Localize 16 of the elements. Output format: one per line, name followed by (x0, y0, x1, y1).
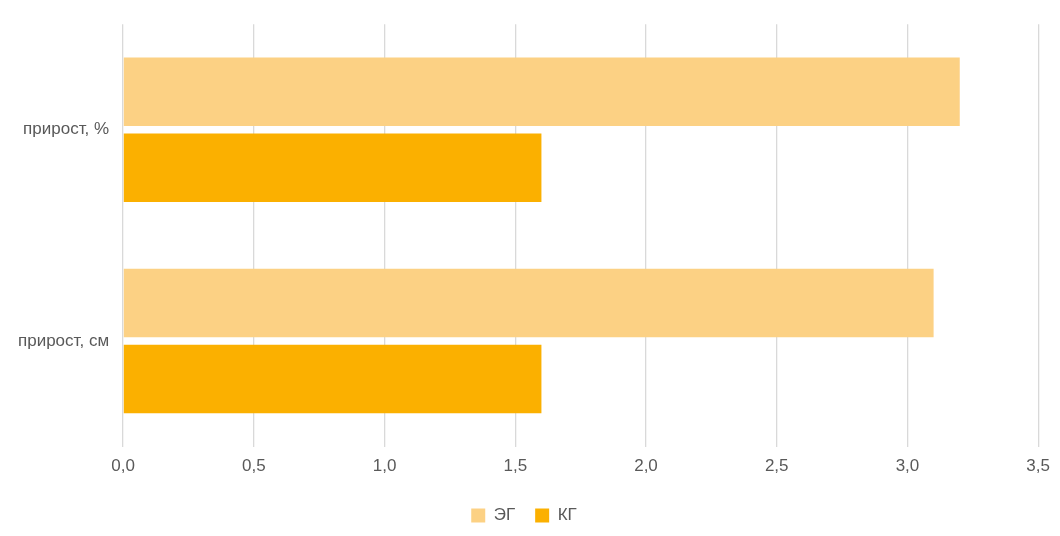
x-tick-label: 3,5 (1026, 456, 1050, 476)
legend-label: ЭГ (493, 505, 516, 525)
x-tick-label: 2,0 (634, 456, 658, 476)
bar (123, 268, 934, 338)
x-tick-label: 0,0 (111, 456, 135, 476)
y-tick-label: прирост, см (17, 330, 110, 350)
x-tick-label: 1,0 (372, 456, 397, 476)
x-tick-label: 1,5 (503, 456, 528, 476)
x-tick-label: 0,5 (242, 456, 266, 476)
bar (123, 57, 960, 126)
x-tick-label: 2,5 (764, 456, 789, 476)
legend-label: КГ (557, 505, 577, 525)
bar (123, 344, 542, 414)
bar (123, 133, 542, 203)
x-tick-label: 3,0 (895, 456, 920, 476)
y-tick-label: прирост, % (23, 119, 110, 139)
